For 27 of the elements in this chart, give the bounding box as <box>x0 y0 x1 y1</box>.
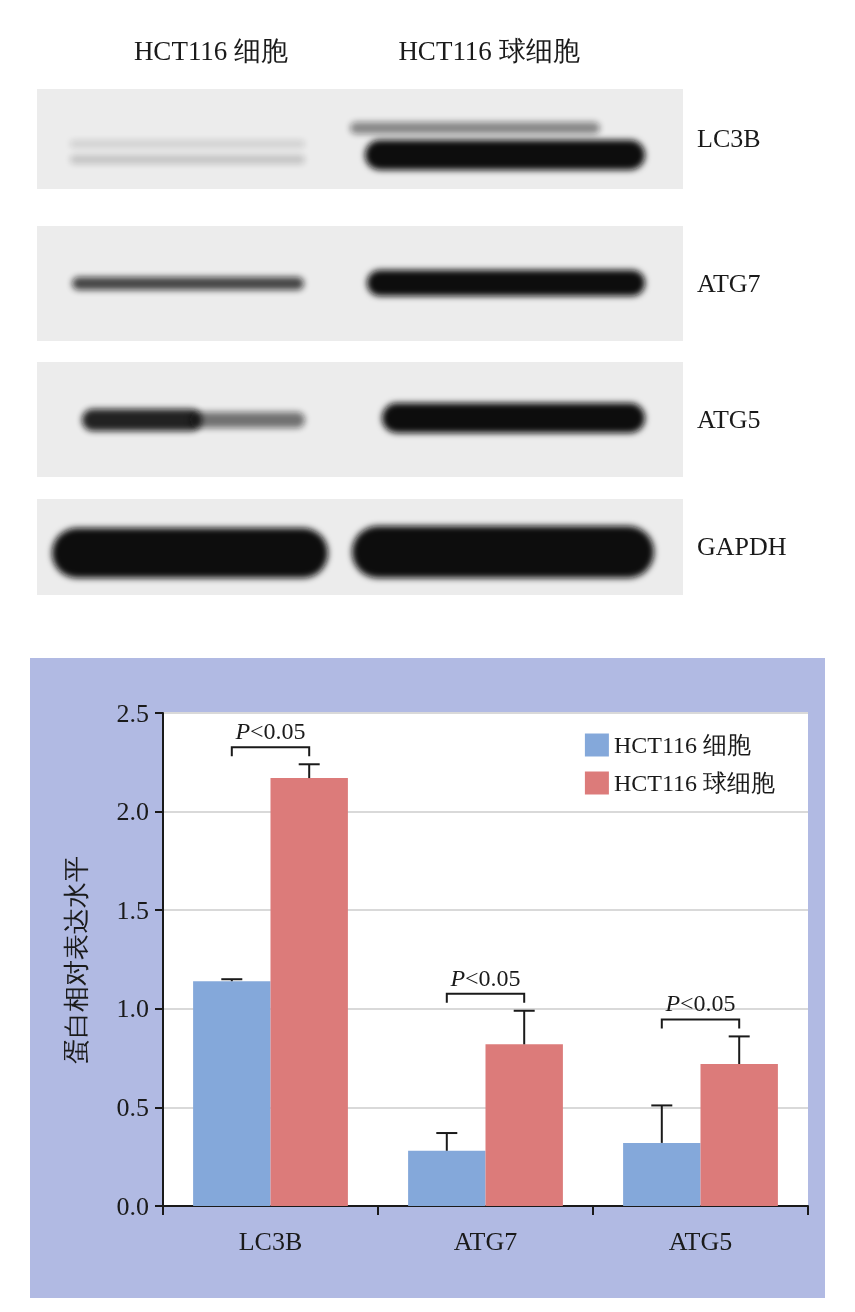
bar <box>623 1142 701 1206</box>
legend-label: HCT116 细胞 <box>613 732 751 758</box>
bar <box>700 1064 778 1206</box>
bar <box>270 778 348 1206</box>
text: ATG5 <box>697 404 761 434</box>
y-tick-label: 2.0 <box>116 797 149 827</box>
y-tick-label: 1.5 <box>116 895 149 925</box>
legend-label: HCT116 球细胞 <box>613 770 775 796</box>
annotation: P<0.05 <box>449 964 521 991</box>
x-tick-label: ATG5 <box>668 1226 733 1256</box>
text: HCT116 球细胞 <box>398 36 580 66</box>
text: ATG7 <box>697 268 761 298</box>
x-tick-label: ATG7 <box>453 1226 518 1256</box>
bar <box>485 1044 563 1206</box>
y-tick-label: 0.5 <box>116 1092 149 1122</box>
y-tick-label: 0.0 <box>116 1191 149 1221</box>
annotation: P<0.05 <box>664 990 736 1017</box>
y-tick-label: 1.0 <box>116 994 149 1024</box>
y-tick-label: 2.5 <box>116 698 149 728</box>
bar <box>408 1150 486 1206</box>
x-tick-label: LC3B <box>238 1226 303 1256</box>
annotation: P<0.05 <box>234 718 306 745</box>
text: HCT116 细胞 <box>133 36 289 66</box>
text: LC3B <box>697 124 761 153</box>
y-axis-title: 蛋白相对表达水平 <box>61 855 91 1064</box>
bar <box>193 981 271 1206</box>
text: GAPDH <box>697 532 787 561</box>
